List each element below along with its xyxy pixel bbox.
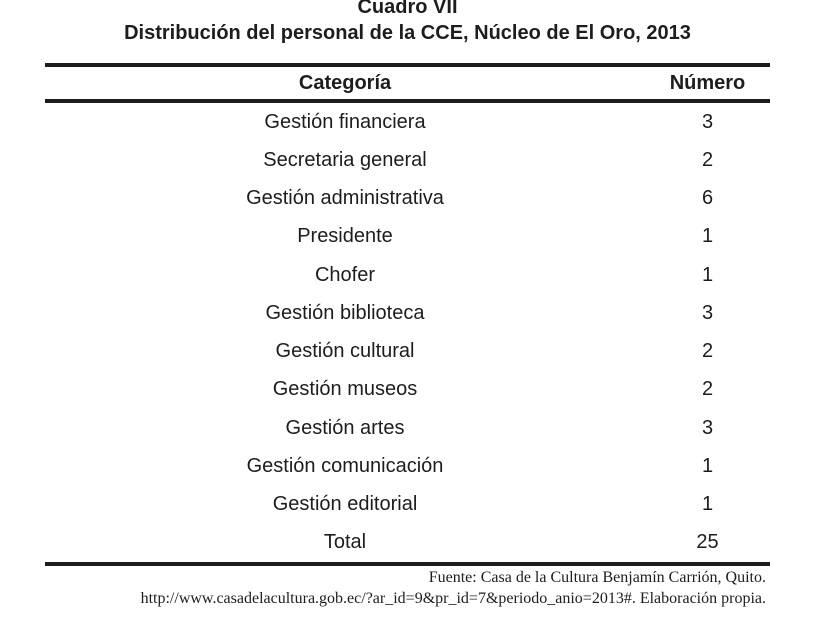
category-cell: Gestión comunicación — [246, 454, 444, 477]
number-cell: 25 — [696, 531, 719, 554]
category-cell: Gestión biblioteca — [265, 301, 425, 324]
category-cell: Chofer — [314, 263, 376, 286]
table-row: Gestión financiera 3 — [45, 103, 770, 141]
table-title-block: Cuadro VII Distribución del personal de … — [45, 0, 770, 46]
table-row: Gestión biblioteca 3 — [45, 294, 770, 332]
table-row: Gestión cultural 2 — [45, 333, 770, 371]
category-cell: Gestión museos — [272, 378, 418, 401]
table-row: Gestión editorial 1 — [45, 486, 770, 524]
number-cell: 3 — [701, 110, 714, 133]
personnel-table: Categoría Número Gestión financiera 3 Se… — [45, 63, 770, 566]
table-body: Gestión financiera 3 Secretaria general … — [45, 103, 770, 562]
number-cell: 1 — [701, 454, 714, 477]
table-row: Gestión artes 3 — [45, 409, 770, 447]
category-cell: Gestión cultural — [275, 340, 415, 363]
table-header-row: Categoría Número — [45, 67, 770, 99]
source-line: Fuente: Casa de la Cultura Benjamín Carr… — [428, 569, 766, 586]
number-cell: 1 — [701, 225, 714, 248]
table-row: Secretaria general 2 — [45, 141, 770, 179]
number-cell: 1 — [701, 263, 714, 286]
table-row: Gestión administrativa 6 — [45, 180, 770, 218]
number-cell: 3 — [701, 416, 714, 439]
table-row: Gestión museos 2 — [45, 371, 770, 409]
category-cell: Secretaria general — [263, 148, 427, 171]
table-total-row: Total 25 — [45, 524, 770, 562]
column-header-numero: Número — [669, 71, 746, 94]
header-rule — [45, 99, 770, 103]
table-row: Presidente 1 — [45, 218, 770, 256]
number-cell: 2 — [701, 340, 714, 363]
bottom-rule — [45, 562, 770, 566]
table-row: Gestión comunicación 1 — [45, 447, 770, 485]
category-cell: Presidente — [297, 225, 393, 248]
category-cell: Gestión editorial — [272, 493, 418, 516]
source-note: Fuente: Casa de la Cultura Benjamín Carr… — [45, 567, 766, 609]
number-cell: 1 — [701, 493, 714, 516]
table-row: Chofer 1 — [45, 256, 770, 294]
table-number-title: Cuadro VII — [357, 0, 458, 18]
category-cell: Gestión artes — [285, 416, 405, 439]
category-cell: Gestión administrativa — [246, 187, 444, 210]
source-url-line: http://www.casadelacultura.gob.ec/?ar_id… — [140, 590, 766, 607]
category-cell: Gestión financiera — [264, 110, 426, 133]
column-header-categoria: Categoría — [298, 71, 392, 94]
number-cell: 2 — [701, 148, 714, 171]
number-cell: 6 — [701, 187, 714, 210]
category-cell: Total — [323, 531, 367, 554]
number-cell: 3 — [701, 301, 714, 324]
table-subtitle: Distribución del personal de la CCE, Núc… — [124, 22, 691, 44]
top-rule — [45, 63, 770, 67]
number-cell: 2 — [701, 378, 714, 401]
